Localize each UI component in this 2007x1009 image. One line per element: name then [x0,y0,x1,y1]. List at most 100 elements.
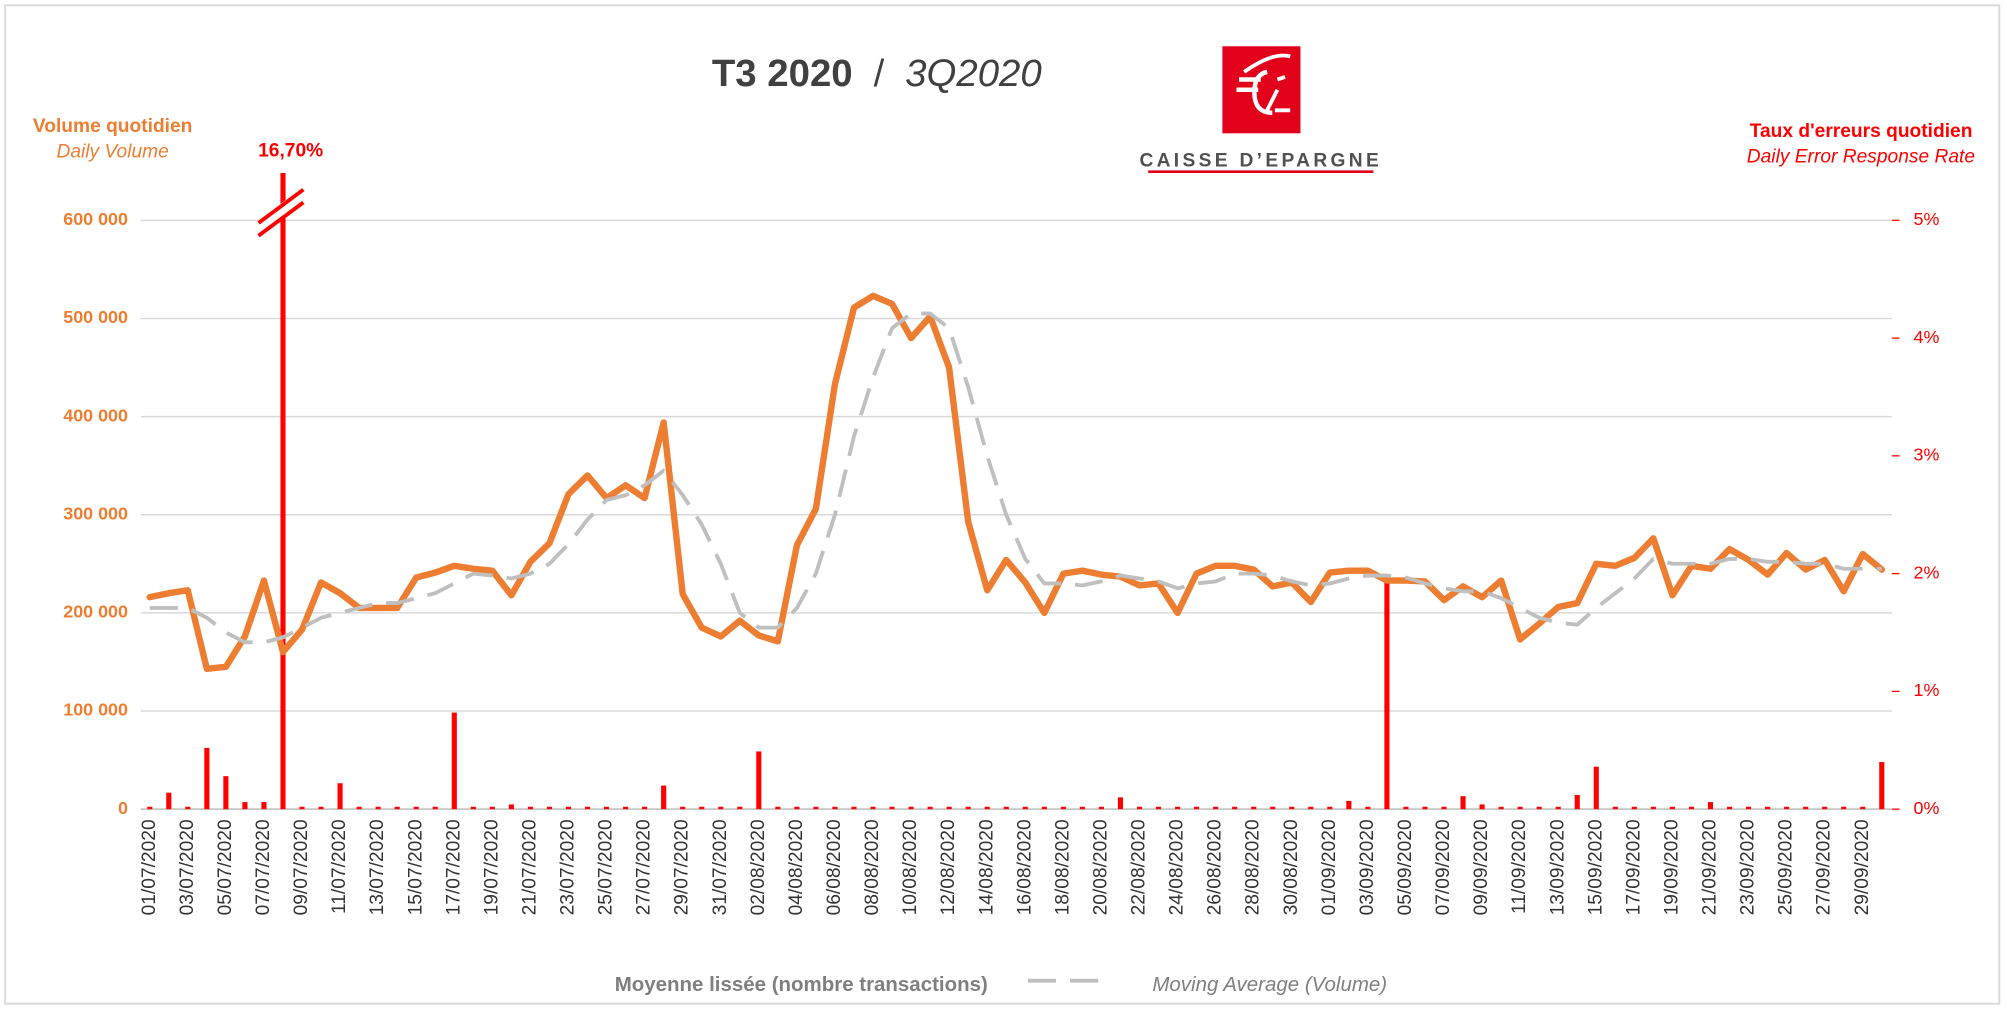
error-bar [166,792,172,810]
error-bar [1555,806,1561,810]
x-tick-label: 11/09/2020 [1509,819,1530,914]
moving-average-line [149,311,1882,645]
break-mark [257,200,305,238]
x-tick-label: 25/09/2020 [1776,819,1797,915]
error-bar [946,806,952,810]
title-separator: / [874,52,885,95]
error-bar [432,806,438,810]
x-tick-label: 30/08/2020 [1281,819,1302,915]
error-bar [1327,806,1333,810]
x-tick-label: 23/09/2020 [1738,819,1759,915]
error-bar [1041,806,1047,810]
error-bar [1194,806,1200,810]
x-tick-label: 19/07/2020 [481,819,502,915]
logo-euro [1236,69,1273,116]
error-bar [737,806,743,810]
error-bar [1479,804,1485,810]
x-tick-label: 07/07/2020 [253,819,274,915]
x-tick-label: 08/08/2020 [862,819,883,915]
y-tick-label: 600 000 [63,209,128,229]
error-bar [813,806,819,810]
error-bar [870,806,876,810]
x-tick-label: 14/08/2020 [976,819,997,915]
error-bar [1136,806,1143,810]
y2-tick-label: 2% [1914,562,1940,582]
error-bar [375,806,381,810]
error-bar [1669,806,1675,810]
axis-break [254,188,308,238]
volume-line [146,292,1886,673]
error-bar [1346,800,1352,810]
error-bar [261,802,267,810]
error-bar [280,172,286,810]
error-bar [1384,575,1390,810]
error-bar [851,806,857,810]
error-bar [223,776,229,810]
error-bar [1060,806,1066,810]
x-tick-label: 20/08/2020 [1090,819,1111,915]
error-bar [756,751,762,810]
error-bar [927,806,933,810]
error-bar [699,806,705,810]
y-tick-label: 500 000 [63,307,128,327]
y-tick-label: 100 000 [63,700,128,720]
x-tick-label: 26/08/2020 [1205,819,1226,915]
x-tick-label: 21/09/2020 [1700,819,1721,915]
error-bar [642,806,648,810]
x-tick-label: 17/09/2020 [1623,819,1644,915]
error-bar [299,806,305,810]
error-bar [1860,806,1866,810]
error-bar [1879,762,1885,810]
error-bar [1726,806,1733,810]
error-bar [680,806,686,810]
x-tick-label: 15/09/2020 [1585,819,1606,915]
error-bar [1079,806,1085,810]
y2-axis-label-en: Daily Error Response Rate [1747,147,1975,168]
x-tick-label: 29/09/2020 [1852,819,1873,915]
x-tick-label: 15/07/2020 [405,819,426,915]
x-tick-label: 02/08/2020 [748,819,769,915]
title-en: 3Q2020 [905,52,1042,95]
error-bar [1098,806,1104,810]
error-bar [204,747,210,810]
y2-tick-label: 3% [1914,445,1940,465]
error-bar [1593,766,1599,810]
error-bar [832,806,838,810]
error-bar [1631,806,1637,810]
bars [147,172,1885,810]
error-bar [1289,806,1295,810]
y-tick-label: 400 000 [63,405,128,425]
error-bar [1403,806,1409,810]
error-bar [603,806,610,810]
brand-name: CAISSE D’EPARGNE [1139,151,1382,172]
labels: 0 100 000 200 000 300 000 400 000 500 000 600 … [63,140,1939,915]
error-bar [527,806,533,810]
error-bar [1745,806,1752,810]
x-tick-label: 13/07/2020 [367,819,388,915]
logo-square [1222,46,1301,134]
error-bar [1841,806,1847,810]
error-bar [394,806,400,810]
error-bar [451,712,457,810]
error-bar [1213,806,1219,810]
x-tick-label: 11/07/2020 [329,819,350,914]
error-bar [1270,806,1276,810]
y-axis-label-en: Daily Volume [56,142,168,163]
y2-tick-label: 5% [1914,209,1940,229]
title-fr: T3 2020 [712,52,853,95]
x-tick-label: 22/08/2020 [1129,819,1150,915]
error-bar [565,806,572,810]
y2-tick-label: 1% [1914,680,1940,700]
x-tick-label: 01/09/2020 [1319,819,1340,915]
error-bar [1251,806,1257,810]
error-bar [965,806,971,810]
logo: CAISSE D’EPARGNE [1139,46,1382,173]
x-tick-label: 07/09/2020 [1433,819,1454,915]
error-bar [1003,806,1009,810]
error-bar [413,806,419,810]
x-tick-label: 31/07/2020 [710,819,731,915]
x-tick-label: 13/09/2020 [1547,819,1568,915]
lines [146,292,1886,673]
error-bar [1822,806,1828,810]
